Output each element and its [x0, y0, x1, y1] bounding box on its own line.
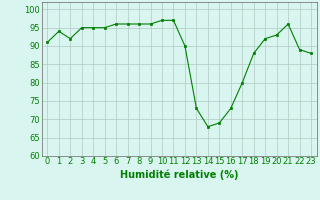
X-axis label: Humidité relative (%): Humidité relative (%)	[120, 169, 238, 180]
